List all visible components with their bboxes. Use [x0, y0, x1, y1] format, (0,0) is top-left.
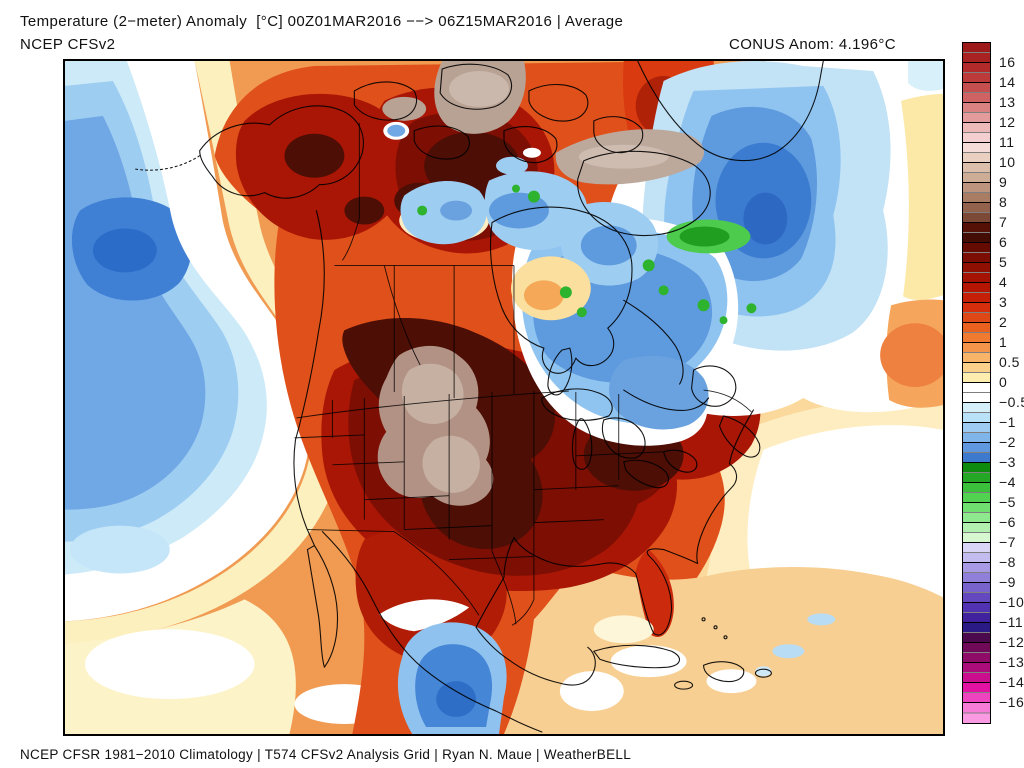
coastlines: [132, 61, 824, 733]
colorbar-cell: [963, 323, 990, 343]
colorbar-label: −0.5: [999, 394, 1024, 410]
colorbar-label: 0.5: [999, 354, 1020, 370]
pacific-cold-region: [65, 61, 269, 575]
colorbar-cell: [963, 503, 990, 523]
colorbar-cell: [963, 243, 990, 263]
colorbar-label: −5: [999, 494, 1016, 510]
colorbar-label: 14: [999, 74, 1016, 90]
colorbar-label: −7: [999, 534, 1016, 550]
colorbar-label: −13: [999, 654, 1024, 670]
colorbar-label: −4: [999, 474, 1016, 490]
colorbar-cell: [963, 523, 990, 543]
colorbar-cell: [963, 703, 990, 723]
colorbar-label: 11: [999, 134, 1015, 150]
colorbar-label: −6: [999, 514, 1016, 530]
colorbar-cell: [963, 583, 990, 603]
colorbar-cell: [963, 663, 990, 683]
colorbar-label: −8: [999, 554, 1016, 570]
colorbar-label: 9: [999, 174, 1008, 190]
colorbar-label: −10: [999, 594, 1024, 610]
colorbar-cell: [963, 563, 990, 583]
colorbar-labels: 16 14 13 12 11 10 9 8 7 6 5 4 3 2 1 0.5 0 −0.5 −1 −2 −3 −4 −5 −…: [999, 42, 1024, 724]
credits-footer: NCEP CFSR 1981−2010 Climatology | T574 C…: [20, 747, 632, 762]
colorbar-cell: [963, 123, 990, 143]
temperature-anomaly-map-graphic: [65, 61, 943, 734]
colorbar-cell: [963, 43, 990, 63]
colorbar-cell: [963, 383, 990, 403]
colorbar-cell: [963, 63, 990, 83]
colorbar-cell: [963, 463, 990, 483]
colorbar-cell: [963, 363, 990, 383]
colorbar-label: 12: [999, 114, 1016, 130]
colorbar-cell: [963, 343, 990, 363]
colorbar-cell: [963, 623, 990, 643]
colorbar-cell: [963, 183, 990, 203]
political-borders: [294, 122, 752, 626]
colorbar-cell: [963, 603, 990, 623]
colorbar-cell: [963, 403, 990, 423]
colorbar-label: −2: [999, 434, 1016, 450]
colorbar-label: −1: [999, 414, 1016, 430]
colorbar-cell: [963, 263, 990, 283]
colorbar-cell: [963, 643, 990, 663]
colorbar-label: 13: [999, 94, 1016, 110]
colorbar-label: 0: [999, 374, 1008, 390]
colorbar-label: 7: [999, 214, 1008, 230]
colorbar-cell: [963, 303, 990, 323]
colorbar-label: −3: [999, 454, 1016, 470]
colorbar-label: 1: [999, 334, 1008, 350]
mexico-cold-patch: [379, 599, 507, 734]
colorbar: [962, 42, 991, 724]
colorbar-label: 6: [999, 234, 1008, 250]
colorbar-cell: [963, 683, 990, 703]
green-extreme-cold-spots: [417, 184, 757, 325]
colorbar-cell: [963, 83, 990, 103]
colorbar-cell: [963, 103, 990, 123]
colorbar-cell: [963, 443, 990, 463]
colorbar-label: 5: [999, 254, 1008, 270]
colorbar-label: −14: [999, 674, 1024, 690]
colorbar-cell: [963, 203, 990, 223]
colorbar-cell: [963, 283, 990, 303]
conus-anomaly-value: CONUS Anom: 4.196°C: [729, 36, 896, 53]
colorbar-cell: [963, 423, 990, 443]
colorbar-label: 8: [999, 194, 1008, 210]
colorbar-cell: [963, 163, 990, 183]
warm-gray-extreme-patches: [377, 61, 705, 506]
colorbar-label: 16: [999, 54, 1016, 70]
colorbar-cell: [963, 223, 990, 243]
colorbar-label: 10: [999, 154, 1016, 170]
caribbean-spots: [559, 613, 836, 712]
colorbar-label: −11: [999, 614, 1024, 630]
colorbar-label: 3: [999, 294, 1008, 310]
colorbar-label: 2: [999, 314, 1008, 330]
colorbar-cell: [963, 543, 990, 563]
map-title: Temperature (2−meter) Anomaly [°C] 00Z01…: [20, 13, 624, 30]
colorbar-label: −16: [999, 694, 1024, 710]
colorbar-label: −9: [999, 574, 1016, 590]
colorbar-label: −12: [999, 634, 1024, 650]
model-name: NCEP CFSv2: [20, 36, 116, 53]
colorbar-label: 4: [999, 274, 1008, 290]
colorbar-cell: [963, 143, 990, 163]
anomaly-map-panel: [63, 59, 945, 736]
hudson-cold-patches: [383, 121, 659, 321]
colorbar-cell: [963, 483, 990, 503]
